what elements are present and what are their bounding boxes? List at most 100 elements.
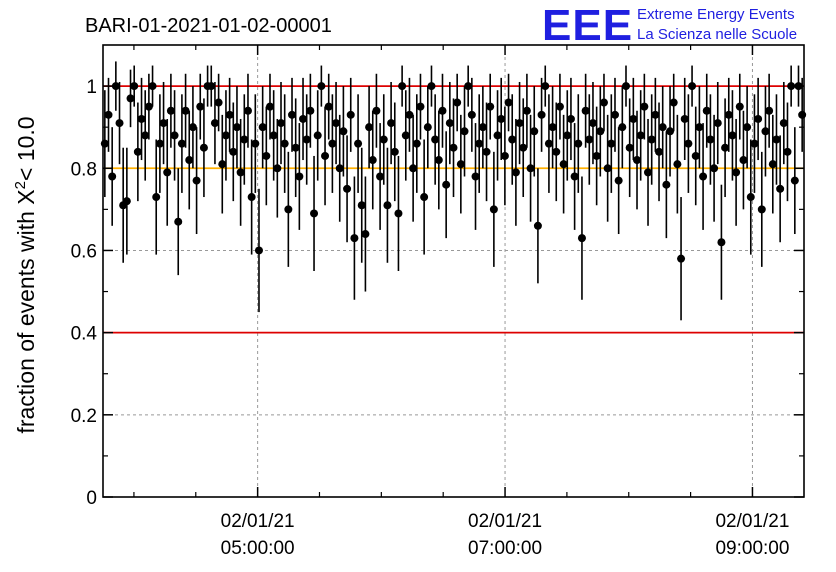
data-point xyxy=(511,168,520,177)
data-point xyxy=(221,131,230,140)
data-point xyxy=(625,143,634,152)
data-point xyxy=(787,82,796,91)
y-axis-label-text: fraction of events with xyxy=(13,211,39,433)
data-point xyxy=(376,172,385,181)
data-point xyxy=(746,193,755,202)
data-point xyxy=(680,114,689,123)
data-point xyxy=(460,127,469,136)
data-point xyxy=(724,110,733,119)
data-point xyxy=(614,176,623,185)
data-point xyxy=(148,82,157,91)
data-point xyxy=(464,82,473,91)
data-point xyxy=(379,135,388,144)
data-point xyxy=(699,172,708,181)
data-point xyxy=(328,139,337,148)
x-tick-label-time: 05:00:00 xyxy=(221,538,295,559)
data-point xyxy=(717,238,726,247)
data-point xyxy=(104,110,113,119)
data-point xyxy=(387,119,396,128)
data-point xyxy=(170,131,179,140)
data-point xyxy=(776,184,785,193)
data-point xyxy=(515,119,524,128)
y-axis-label-chi: X xyxy=(13,189,39,204)
y-tick-label: 0.6 xyxy=(71,241,97,262)
data-point xyxy=(743,123,752,132)
data-point xyxy=(130,82,139,91)
data-point xyxy=(453,98,462,107)
data-point xyxy=(398,82,407,91)
data-point xyxy=(427,82,436,91)
data-point xyxy=(126,94,135,103)
data-point xyxy=(735,102,744,111)
data-point xyxy=(401,131,410,140)
data-point xyxy=(185,156,194,165)
data-point xyxy=(563,131,572,140)
data-point xyxy=(192,176,201,185)
data-point xyxy=(409,164,418,173)
data-point xyxy=(662,180,671,189)
data-point xyxy=(144,102,153,111)
data-point xyxy=(423,123,432,132)
data-point xyxy=(504,98,513,107)
data-point xyxy=(361,230,370,239)
data-point xyxy=(115,119,124,128)
data-point xyxy=(343,184,352,193)
data-point xyxy=(100,139,109,148)
data-point xyxy=(152,193,161,202)
data-point xyxy=(706,135,715,144)
data-point xyxy=(174,217,183,226)
data-point xyxy=(210,119,219,128)
data-point xyxy=(655,147,664,156)
data-point xyxy=(633,156,642,165)
data-point xyxy=(489,205,498,214)
data-point xyxy=(588,119,597,128)
plot-frame xyxy=(102,44,805,498)
x-tick-labels: 02/01/21 05:00:00 02/01/21 07:00:00 02/01/21… xyxy=(221,511,790,559)
y-axis-label: fraction of events with X2< 10.0 xyxy=(12,116,39,433)
data-point xyxy=(592,151,601,160)
logo-line-1: Extreme Energy Events xyxy=(637,6,795,23)
data-point xyxy=(188,123,197,132)
data-point xyxy=(677,254,686,263)
data-point xyxy=(651,110,660,119)
data-point xyxy=(526,164,535,173)
data-point xyxy=(306,106,315,115)
axis-ticks xyxy=(103,45,804,498)
data-point xyxy=(335,164,344,173)
data-point xyxy=(390,147,399,156)
data-point xyxy=(522,106,531,115)
x-tick-label-date: 02/01/21 xyxy=(221,511,295,532)
data-point xyxy=(394,209,403,218)
data-point xyxy=(577,234,586,243)
data-point xyxy=(570,172,579,181)
eee-logo: EEE Extreme Energy Events La Scienza nel… xyxy=(542,1,797,50)
data-point xyxy=(772,135,781,144)
data-point xyxy=(541,82,550,91)
data-point xyxy=(768,160,777,169)
data-point xyxy=(405,110,414,119)
data-point xyxy=(596,127,605,136)
data-point xyxy=(493,131,502,140)
y-tick-label: 0.4 xyxy=(71,324,98,345)
data-point xyxy=(269,131,278,140)
data-point xyxy=(732,168,741,177)
data-point xyxy=(354,139,363,148)
data-point xyxy=(721,143,730,152)
data-point xyxy=(574,139,583,148)
data-point xyxy=(431,135,440,144)
data-point xyxy=(486,102,495,111)
data-point xyxy=(761,127,770,136)
data-point xyxy=(603,164,612,173)
data-point xyxy=(750,139,759,148)
data-point xyxy=(181,106,190,115)
data-point xyxy=(566,114,575,123)
data-point xyxy=(258,123,267,132)
data-point xyxy=(467,110,476,119)
data-point xyxy=(669,98,678,107)
data-point xyxy=(324,102,333,111)
data-points xyxy=(100,61,807,321)
data-point xyxy=(636,131,645,140)
chart-title: BARI-01-2021-01-02-00001 xyxy=(85,15,332,37)
data-point xyxy=(658,123,667,132)
data-point xyxy=(688,82,697,91)
